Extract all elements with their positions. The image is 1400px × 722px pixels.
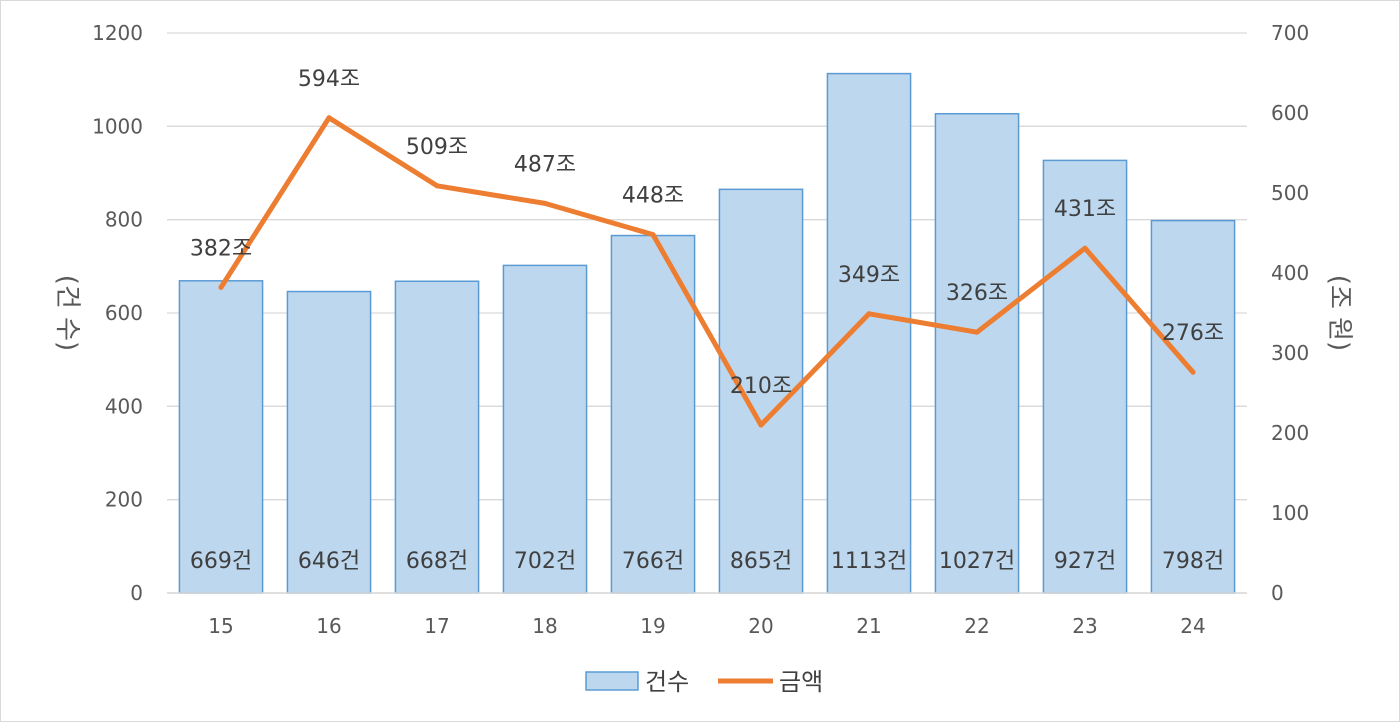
y2-axis-title: (조 원): [1324, 275, 1354, 351]
bar: [1150, 219, 1236, 594]
line-point: [542, 200, 548, 206]
bar: [826, 72, 912, 594]
bar: [718, 188, 804, 594]
y2-tick-label: 700: [1271, 21, 1309, 45]
line-data-label: 326조: [946, 281, 1008, 306]
bar-series: 669건 646건 668건 702건 766건 865건 1113건 1027건 927건 79…: [178, 72, 1236, 594]
y2-tick-label: 200: [1271, 421, 1309, 445]
x-tick-label: 18: [532, 614, 557, 638]
line-series: 382조 594조 509조 487조 448조 210조 349조 326조 431조 276조: [190, 67, 1224, 428]
x-tick-label: 24: [1180, 614, 1205, 638]
line-path: [218, 115, 1196, 428]
bar: [1042, 159, 1128, 594]
bar: [286, 290, 372, 594]
x-tick-label: 19: [640, 614, 665, 638]
y-tick-label: 1200: [92, 21, 143, 45]
line-point: [1082, 245, 1088, 251]
line-data-label: 431조: [1054, 197, 1116, 222]
y2-tick-label: 400: [1271, 261, 1309, 285]
y-tick-label: 1000: [92, 114, 143, 138]
line-data-label: 594조: [298, 67, 360, 92]
bar-data-label: 798건: [1162, 549, 1224, 574]
line-point: [974, 329, 980, 335]
x-tick-label: 20: [748, 614, 773, 638]
line-data-label: 487조: [514, 152, 576, 177]
y-tick-label: 0: [130, 581, 143, 605]
y2-tick-label: 0: [1271, 581, 1284, 605]
line-data-label: 349조: [838, 263, 900, 288]
bar: [502, 264, 588, 594]
x-tick-label: 16: [316, 614, 341, 638]
line-data-label: 210조: [730, 374, 792, 399]
line-data-label: 276조: [1162, 321, 1224, 346]
x-tick-label: 22: [964, 614, 989, 638]
legend-label-bar: 건수: [645, 668, 689, 696]
line-point: [218, 284, 224, 290]
x-tick-label: 17: [424, 614, 449, 638]
y2-tick-label: 600: [1271, 101, 1309, 125]
x-tick-label: 15: [208, 614, 233, 638]
line-data-label: 382조: [190, 236, 252, 261]
axes: 0 200 400 600 800 1000 1200 0 100 200 300 400 500 600…: [52, 21, 1354, 638]
bar-data-label: 1113건: [831, 549, 907, 574]
legend-label-line: 금액: [779, 668, 823, 696]
y2-tick-label: 100: [1271, 501, 1309, 525]
bar-data-label: 702건: [514, 549, 576, 574]
bar: [610, 234, 696, 594]
bar: [934, 112, 1020, 594]
line-point: [1190, 369, 1196, 375]
y-tick-label: 800: [105, 208, 143, 232]
bar: [394, 280, 480, 594]
y2-tick-label: 300: [1271, 341, 1309, 365]
y2-tick-label: 500: [1271, 181, 1309, 205]
bar-data-label: 669건: [190, 549, 252, 574]
bar-data-label: 646건: [298, 549, 360, 574]
line-point: [650, 232, 656, 238]
line-data-label: 448조: [622, 184, 684, 209]
line-point: [866, 311, 872, 317]
y-axis-title: (건 수): [52, 275, 82, 351]
line-point: [434, 183, 440, 189]
y-tick-label: 200: [105, 488, 143, 512]
line-data-label: 509조: [406, 135, 468, 160]
bar: [178, 280, 264, 594]
line-point: [326, 115, 332, 121]
legend-swatch-bar: [585, 671, 639, 691]
bar-data-label: 668건: [406, 549, 468, 574]
legend: 건수 금액: [585, 668, 823, 696]
line-point: [758, 422, 764, 428]
bar-data-label: 1027건: [939, 549, 1015, 574]
x-tick-label: 21: [856, 614, 881, 638]
bar-data-label: 927건: [1054, 549, 1116, 574]
y-tick-label: 400: [105, 394, 143, 418]
bar-data-label: 766건: [622, 549, 684, 574]
x-tick-label: 23: [1072, 614, 1097, 638]
y-tick-label: 600: [105, 301, 143, 325]
bar-data-label: 865건: [730, 549, 792, 574]
